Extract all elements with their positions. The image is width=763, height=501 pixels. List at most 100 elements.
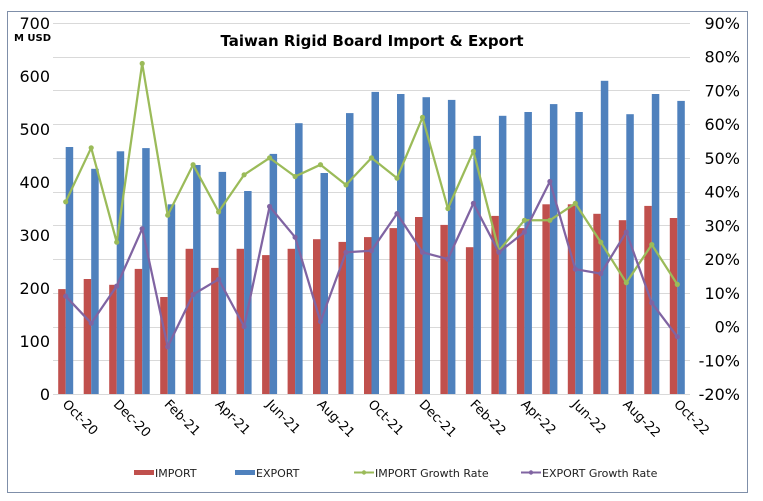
- legend-item: IMPORT: [134, 467, 197, 480]
- legend-label: EXPORT: [256, 467, 300, 480]
- legend-item: IMPORT Growth Rate: [354, 467, 489, 480]
- line-marker: [63, 293, 69, 299]
- right-axis-tick-label: 70%: [704, 81, 740, 100]
- x-axis-tick-label: Feb-21: [161, 397, 203, 439]
- export-bar: [193, 165, 201, 394]
- export-bar: [677, 100, 685, 395]
- export-bar: [244, 191, 252, 394]
- line-marker: [139, 60, 145, 67]
- export-bar: [549, 104, 558, 394]
- line-marker: [623, 280, 629, 286]
- import-bar: [364, 237, 372, 394]
- import-bar: [134, 268, 143, 394]
- import-bar: [440, 224, 448, 394]
- import-bar: [58, 289, 66, 394]
- import-bar: [262, 255, 270, 394]
- line-marker: [368, 155, 375, 161]
- legend-item: EXPORT: [235, 467, 300, 480]
- legend: IMPORT EXPORT IMPORT Growth Rate EXPORT Gro…: [134, 467, 658, 480]
- left-axis-unit: M USD: [14, 33, 51, 44]
- import-bar: [516, 228, 525, 394]
- line-marker: [394, 175, 400, 181]
- line-marker: [674, 281, 680, 287]
- right-axis-tick-label: 30%: [704, 216, 740, 235]
- import-bar: [644, 205, 652, 394]
- line-series: [63, 60, 680, 350]
- line-marker: [445, 256, 451, 262]
- import-bar: [287, 248, 296, 394]
- x-axis-tick-label: Oct-21: [365, 397, 407, 439]
- export-bar: [320, 173, 328, 394]
- x-axis-tick-label: Aug-22: [619, 397, 663, 441]
- line-marker: [139, 226, 145, 232]
- export-bar: [397, 94, 405, 394]
- import-bar: [211, 267, 219, 394]
- line-marker: [114, 239, 120, 245]
- legend-marker: [361, 470, 367, 475]
- import-bar: [338, 241, 346, 394]
- line-marker: [88, 320, 94, 326]
- line-marker: [114, 283, 120, 289]
- line-marker: [419, 249, 426, 255]
- export-bar: [167, 204, 176, 394]
- line-marker: [623, 229, 629, 235]
- line-marker: [190, 162, 196, 168]
- x-axis-tick-label: Dec-20: [110, 397, 153, 440]
- x-axis-tick-label: Oct-20: [59, 397, 101, 439]
- line-marker: [572, 200, 578, 206]
- line-marker: [292, 173, 298, 180]
- line-marker: [496, 249, 502, 255]
- line-marker: [165, 212, 171, 218]
- right-axis-tick-label: 10%: [704, 284, 740, 303]
- import-bar: [83, 279, 92, 394]
- line-marker: [394, 211, 400, 217]
- bar-series: [58, 80, 685, 395]
- import-bar: [593, 213, 601, 394]
- line-marker: [649, 300, 655, 306]
- import-bar: [669, 218, 678, 394]
- x-axis-tick-label: Jun-22: [568, 397, 609, 438]
- import-bar: [415, 217, 423, 394]
- right-axis-tick-label: 50%: [704, 149, 740, 168]
- export-bar: [498, 115, 507, 395]
- export-bar: [422, 97, 430, 394]
- line-marker: [343, 182, 349, 188]
- import-bar: [618, 220, 627, 394]
- import-bar: [465, 247, 474, 394]
- export-bar: [600, 80, 609, 395]
- line-marker: [216, 276, 222, 282]
- right-axis-tick-label: -10%: [699, 351, 740, 370]
- line-marker: [216, 209, 222, 215]
- export-bar: [218, 171, 227, 394]
- x-axis-tick-label: Dec-21: [416, 397, 459, 440]
- legend-item: EXPORT Growth Rate: [521, 467, 658, 480]
- line-marker: [547, 178, 553, 185]
- right-axis-tick-label: 0%: [715, 318, 740, 337]
- line-marker: [598, 239, 604, 245]
- chart-title: Taiwan Rigid Board Import & Export: [220, 32, 523, 50]
- line-marker: [317, 162, 324, 168]
- line-marker: [445, 205, 451, 212]
- line-marker: [649, 242, 655, 248]
- import-bar: [491, 215, 499, 394]
- legend-marker: [528, 470, 534, 475]
- line-marker: [419, 114, 426, 120]
- export-bar: [269, 153, 278, 394]
- line-marker: [598, 271, 604, 277]
- left-axis-tick-label: 500: [19, 120, 50, 139]
- right-axis-tick-label: 40%: [704, 183, 740, 202]
- left-axis-tick-label: 200: [19, 279, 50, 298]
- line-marker: [521, 229, 528, 235]
- export-bar: [447, 99, 456, 395]
- right-axis-tick-label: 90%: [704, 14, 740, 33]
- import-bar: [160, 297, 168, 394]
- left-axis-tick-label: 100: [19, 332, 50, 351]
- export-bar: [346, 113, 354, 394]
- export-bar: [91, 168, 99, 394]
- x-axis-tick-label: Feb-22: [467, 397, 509, 439]
- line-marker: [343, 249, 349, 255]
- line-marker: [572, 266, 578, 272]
- line-marker: [267, 203, 273, 210]
- left-axis-tick-label: 700: [19, 14, 50, 33]
